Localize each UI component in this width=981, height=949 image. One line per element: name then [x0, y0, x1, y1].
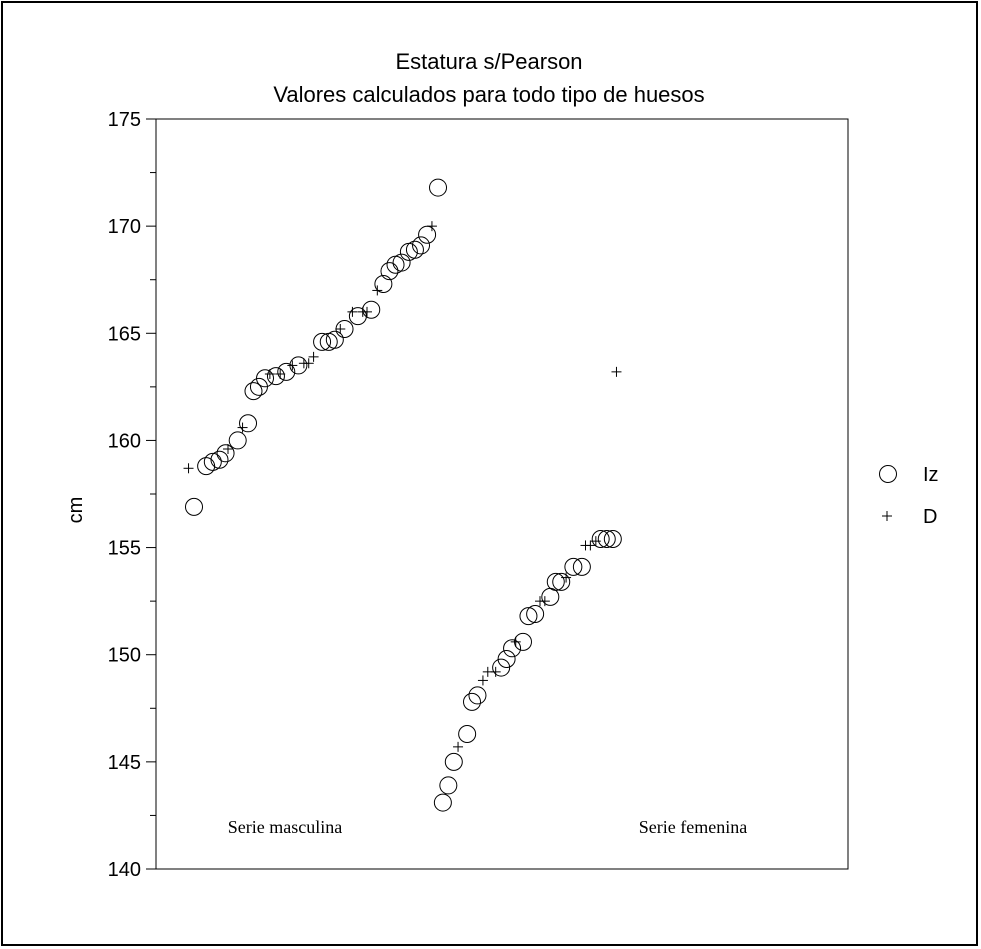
chart-subtitle: Valores calculados para todo tipo de hue… — [273, 82, 704, 107]
data-point-iz — [492, 658, 511, 677]
series-d — [183, 221, 622, 752]
data-point-iz — [244, 382, 263, 401]
y-tick-label: 170 — [108, 216, 141, 238]
data-point-d — [361, 306, 372, 317]
data-point-d — [611, 366, 622, 377]
data-point-d — [308, 351, 319, 362]
data-point-iz — [429, 178, 448, 197]
data-point-iz — [433, 793, 452, 812]
data-point-iz — [313, 332, 332, 351]
data-point-d — [303, 358, 314, 369]
y-axis: 140 145 150 155 160 165 170 175 — [108, 109, 156, 881]
data-point-d — [237, 422, 248, 433]
y-tick-label: 165 — [108, 323, 141, 345]
data-point-d — [561, 572, 572, 583]
y-tick-label: 150 — [108, 645, 141, 667]
data-point-d — [510, 636, 521, 647]
data-point-iz — [256, 369, 275, 388]
series-iz — [185, 178, 622, 812]
y-tick-label: 145 — [108, 752, 141, 774]
data-point-iz — [497, 650, 516, 668]
data-point-d — [590, 536, 601, 547]
data-point-iz — [597, 530, 616, 548]
data-point-iz — [546, 572, 565, 591]
data-point-iz — [380, 262, 399, 281]
data-point-iz — [362, 300, 381, 319]
data-point-iz — [228, 431, 247, 450]
data-point-iz — [392, 253, 411, 272]
legend: Iz D — [879, 464, 939, 528]
data-point-d — [287, 360, 298, 371]
data-point-iz — [591, 530, 610, 548]
data-point-d — [335, 324, 346, 334]
legend-label-d: D — [923, 506, 937, 528]
data-point-iz — [239, 414, 258, 433]
category-label-masculina: Serie masculina — [228, 817, 342, 837]
data-point-iz — [405, 240, 424, 259]
data-point-iz — [412, 236, 431, 255]
data-point-d — [453, 741, 464, 752]
data-point-iz — [526, 605, 545, 623]
data-point-iz — [266, 367, 285, 386]
scatter-chart: Estatura s/Pearson Valores calculados pa… — [65, 49, 939, 881]
data-point-d — [490, 666, 501, 677]
plot-area — [155, 118, 849, 870]
data-point-d — [275, 369, 286, 379]
legend-label-iz: Iz — [923, 464, 939, 486]
data-point-d — [477, 675, 488, 686]
y-tick-label: 175 — [108, 109, 141, 131]
chart-title: Estatura s/Pearson — [395, 49, 582, 74]
data-point-iz — [439, 776, 458, 795]
data-point-iz — [277, 362, 296, 381]
legend-plus-marker — [882, 511, 892, 521]
data-point-d — [347, 306, 358, 317]
data-point-d — [222, 444, 233, 454]
data-point-iz — [468, 686, 487, 705]
data-point-iz — [519, 607, 538, 626]
y-axis-label: cm — [65, 497, 87, 524]
category-label-femenina: Serie femenina — [639, 817, 747, 837]
data-point-iz — [418, 225, 437, 244]
data-point-iz — [374, 275, 393, 293]
data-point-iz — [197, 457, 216, 476]
data-point-d — [264, 369, 275, 379]
data-point-iz — [503, 639, 522, 658]
data-point-iz — [185, 497, 203, 516]
data-point-iz — [564, 557, 583, 576]
data-point-d — [426, 221, 437, 232]
data-point-d — [183, 463, 194, 474]
data-point-iz — [216, 444, 235, 463]
data-point-iz — [444, 752, 463, 771]
data-point-d — [372, 285, 383, 296]
data-point-iz — [458, 725, 477, 743]
y-tick-label: 140 — [108, 859, 141, 881]
data-point-d — [585, 540, 596, 551]
data-point-iz — [325, 330, 344, 349]
data-point-iz — [572, 557, 591, 576]
data-point-iz — [603, 530, 622, 548]
data-point-d — [539, 596, 550, 607]
data-point-iz — [552, 572, 571, 591]
data-point-iz — [203, 452, 222, 471]
y-tick-label: 160 — [108, 430, 141, 452]
data-point-iz — [210, 450, 229, 469]
y-tick-label: 155 — [108, 538, 141, 560]
legend-circle-marker — [879, 465, 897, 483]
data-point-iz — [463, 692, 482, 711]
